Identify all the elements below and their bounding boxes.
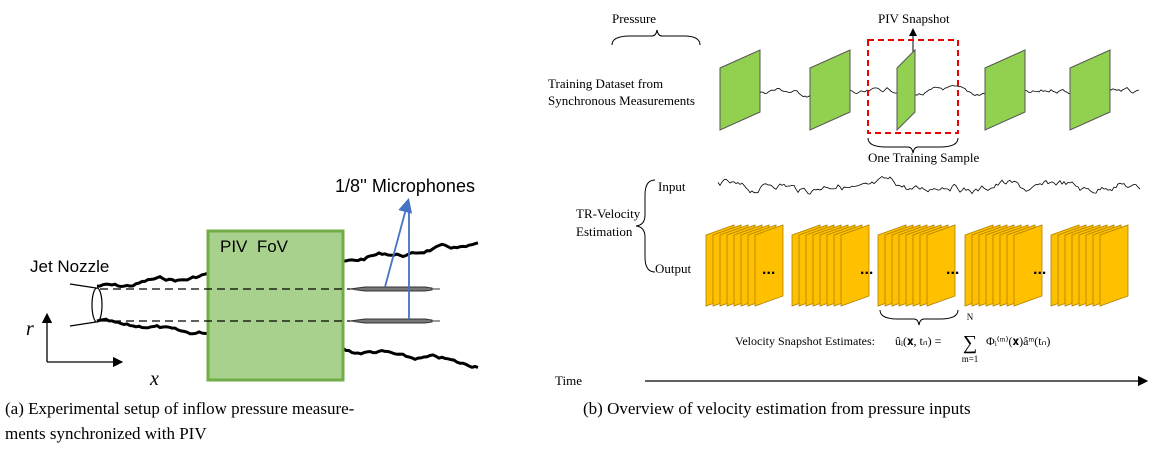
snapshot-label: PIV Snapshot <box>878 11 950 26</box>
axis-x: x <box>149 368 159 390</box>
formula-lower: m=1 <box>962 354 979 364</box>
caption-b: (b) Overview of velocity estimation from… <box>583 399 971 418</box>
estimation-label: TR-Velocity <box>576 206 641 221</box>
waveform <box>718 177 1140 195</box>
formula-lhs: ûᵢ(𝐱, tₙ) = <box>895 334 942 348</box>
caption-a: (a) Experimental setup of inflow pressur… <box>5 399 355 418</box>
brace <box>880 310 958 325</box>
snapshot-plate <box>1070 50 1110 130</box>
formula-rhs: Φᵢ⁽ᵐ⁾(𝐱)âᵐ(tₙ) <box>986 334 1050 348</box>
snapshot-plate <box>810 50 850 130</box>
microphones-label: 1/8'' Microphones <box>335 176 475 196</box>
time-label: Time <box>555 373 582 388</box>
mic-pointers <box>385 205 409 319</box>
sample-label: One Training Sample <box>868 150 979 165</box>
snapshot-plate <box>720 50 760 130</box>
axis-r: r <box>26 318 34 340</box>
ellipsis: ... <box>860 261 873 278</box>
brace <box>612 30 700 45</box>
fov-label: PIV FoV <box>220 237 289 256</box>
ellipsis: ... <box>1033 261 1046 278</box>
figure: PIV FoV Jet Nozzle 1/8'' Microphones r x… <box>0 0 1151 449</box>
input-label: Input <box>658 179 686 194</box>
formula-sum: ∑ <box>963 332 977 354</box>
training-label: Synchronous Measurements <box>548 93 695 108</box>
caption-a: ments synchronized with PIV <box>5 424 207 443</box>
training-label: Training Dataset from <box>548 76 663 91</box>
microphones <box>350 287 440 323</box>
output-label: Output <box>655 261 692 276</box>
pressure-label: Pressure <box>612 11 656 26</box>
estimates-label: Velocity Snapshot Estimates: <box>735 334 875 348</box>
estimation-label: Estimation <box>576 224 633 239</box>
estimate-plate <box>1100 225 1128 306</box>
nozzle-label: Jet Nozzle <box>30 257 109 276</box>
snapshot-plate <box>985 50 1025 130</box>
brace <box>636 180 655 272</box>
formula-upper: N <box>967 312 974 322</box>
ellipsis: ... <box>946 261 959 278</box>
snapshot-plate <box>897 50 915 130</box>
ellipsis: ... <box>762 261 775 278</box>
